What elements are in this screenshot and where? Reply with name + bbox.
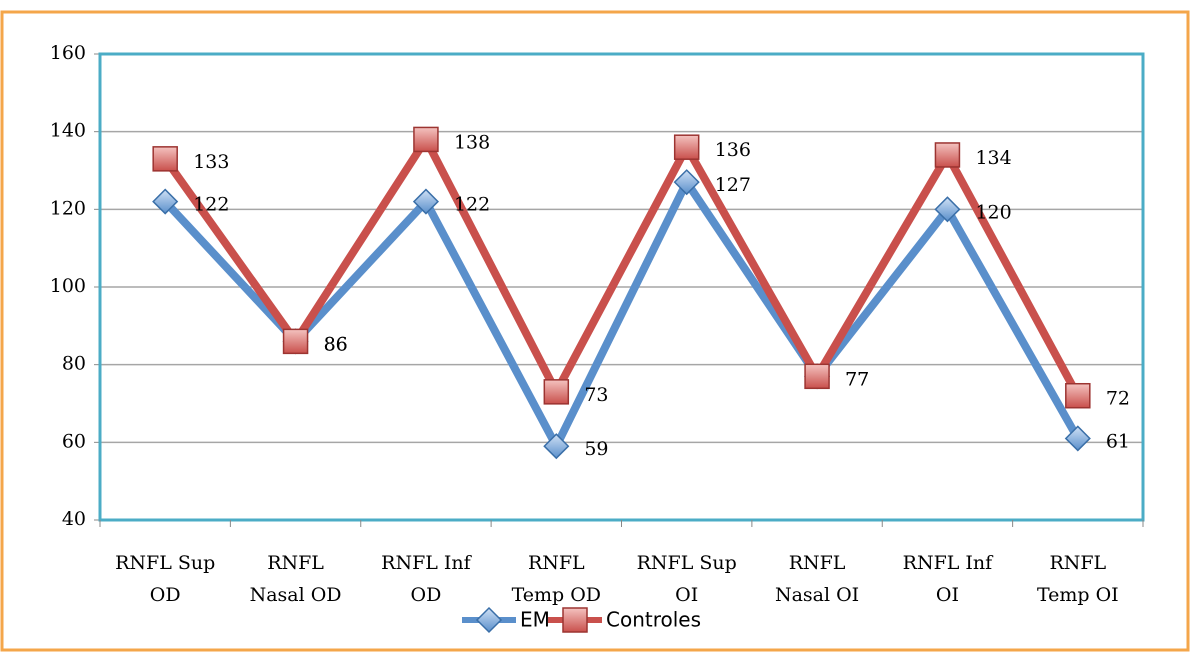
point (934, 142, 961, 168)
series-line (162, 174, 1082, 455)
point (152, 188, 179, 215)
y-tick-label: 40 (62, 508, 86, 530)
data-label: 122 (454, 194, 490, 216)
point (673, 134, 700, 160)
y-tick-label: 160 (50, 42, 86, 64)
data-label: 72 (1106, 388, 1130, 410)
point (152, 146, 178, 172)
legend-marker (475, 606, 503, 634)
point (543, 379, 570, 405)
data-label: 61 (1106, 430, 1130, 452)
data-label: 86 (324, 333, 348, 355)
data-label: 59 (584, 438, 608, 460)
point (413, 126, 439, 153)
x-tick-label: RNFL Temp OD (511, 552, 602, 606)
point (282, 328, 309, 355)
y-tick-label: 140 (50, 120, 86, 142)
x-tick-label: RNFL Inf OD (381, 552, 471, 606)
x-tick-label: RNFL Inf OI (902, 552, 993, 606)
series-line (161, 131, 1082, 401)
point (1064, 425, 1091, 452)
y-tick-label: 100 (50, 275, 86, 297)
data-label: 133 (193, 151, 229, 173)
point (1065, 382, 1091, 409)
data-label: 138 (454, 131, 490, 153)
data-label: 136 (715, 139, 751, 161)
outer-border (0, 10, 1190, 652)
x-tick-label: RNFL Sup OD (115, 552, 216, 606)
data-label: 127 (715, 174, 751, 196)
data-label: 134 (975, 147, 1011, 169)
point (543, 433, 570, 460)
data-label: 122 (193, 194, 229, 216)
y-tick-label: 120 (50, 197, 86, 219)
point (934, 196, 961, 223)
y-tick-label: 80 (62, 353, 86, 375)
legend-marker (562, 607, 588, 633)
data-label: 86 (324, 333, 348, 355)
y-tick-label: 60 (62, 430, 86, 452)
data-label: 73 (584, 384, 608, 406)
point (673, 169, 700, 196)
x-tick-label: RNFL Temp OI (1036, 552, 1119, 606)
point (412, 188, 439, 215)
data-label: 77 (845, 368, 869, 390)
data-label: 77 (845, 368, 869, 390)
point (804, 363, 830, 390)
x-tick-label: RNFL Nasal OI (774, 552, 860, 606)
x-tick-label: RNFL Sup OI (636, 552, 737, 606)
legend-label: Controles (606, 608, 701, 632)
legend-label: EM (520, 608, 550, 632)
x-tick-label: RNFL Nasal OD (249, 552, 342, 606)
data-label: 120 (975, 201, 1011, 223)
